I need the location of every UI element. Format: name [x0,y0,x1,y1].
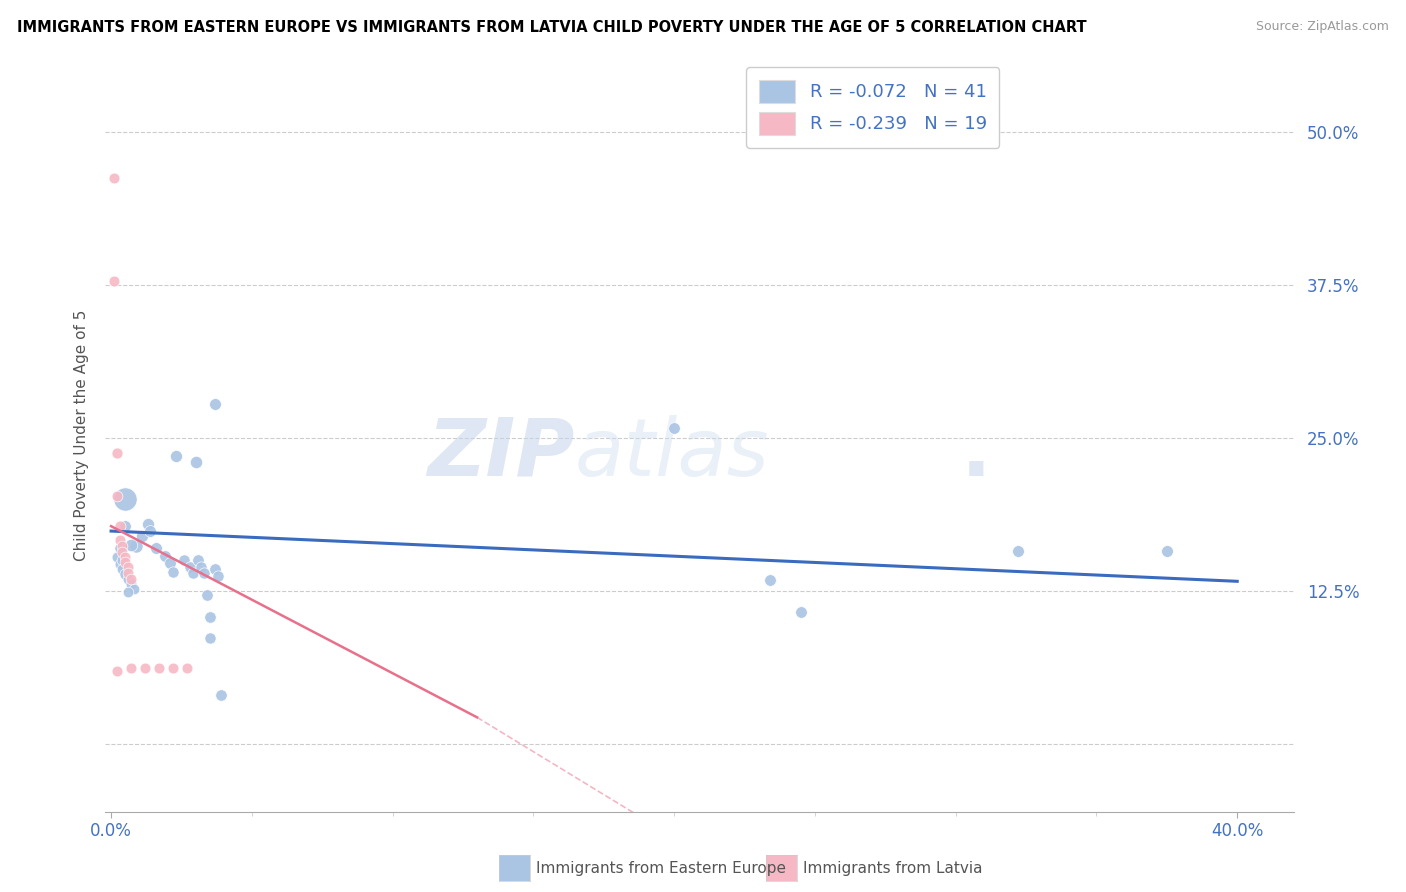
Point [111,562,134,576]
Point [207,569,229,583]
Point [114,566,136,581]
Text: Immigrants from Eastern Europe: Immigrants from Eastern Europe [536,862,786,876]
Text: Immigrants from Latvia: Immigrants from Latvia [803,862,983,876]
Point [165,450,187,464]
Point [105,489,128,503]
Point [114,492,136,507]
Point [117,572,139,586]
Point [114,549,136,564]
Point [120,572,142,586]
Point [145,541,167,556]
Point [173,553,195,567]
Point [204,562,226,576]
Point [148,661,170,675]
Y-axis label: Child Poverty Under the Age of 5: Child Poverty Under the Age of 5 [73,310,89,560]
Point [108,533,131,547]
Point [114,555,136,569]
Text: .: . [960,415,991,492]
Point [190,559,212,574]
Point [134,661,156,675]
Point [117,559,139,574]
Point [111,539,134,553]
Text: Source: ZipAtlas.com: Source: ZipAtlas.com [1256,20,1389,33]
Point [105,549,128,564]
Point [108,519,131,533]
Text: ZIP: ZIP [427,415,575,492]
Point [114,519,136,533]
Point [184,455,207,469]
Point [108,557,131,571]
Point [1007,543,1029,558]
Text: IMMIGRANTS FROM EASTERN EUROPE VS IMMIGRANTS FROM LATVIA CHILD POVERTY UNDER THE: IMMIGRANTS FROM EASTERN EUROPE VS IMMIGR… [17,20,1087,35]
Point [198,610,221,624]
Point [790,605,813,619]
Point [181,566,204,580]
Text: atlas: atlas [575,415,769,492]
Point [108,541,131,556]
Point [103,274,125,288]
Point [209,688,232,702]
Point [1156,543,1178,558]
Point [105,664,128,678]
Point [204,396,226,410]
Point [179,559,201,574]
Point [193,566,215,580]
Point [662,421,685,435]
Point [122,582,145,596]
Point [103,171,125,186]
Point [759,573,782,587]
Point [187,553,209,567]
Legend: R = -0.072   N = 41, R = -0.239   N = 19: R = -0.072 N = 41, R = -0.239 N = 19 [747,67,1000,148]
Point [117,585,139,599]
Point [120,576,142,591]
Point [125,539,148,553]
Point [120,661,142,675]
Point [176,661,198,675]
Point [162,661,184,675]
Point [153,549,176,563]
Point [117,566,139,580]
Point [139,524,162,538]
Point [159,556,181,570]
Point [120,537,142,551]
Point [195,588,218,602]
Point [162,565,184,579]
Point [111,545,134,559]
Point [198,631,221,645]
Point [105,445,128,459]
Point [136,516,159,531]
Point [111,553,134,567]
Point [131,529,153,543]
